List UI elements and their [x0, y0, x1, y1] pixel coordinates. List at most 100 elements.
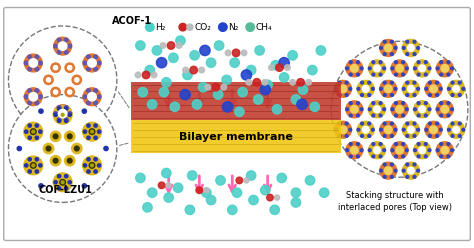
Ellipse shape: [57, 187, 61, 190]
Ellipse shape: [350, 105, 358, 113]
Ellipse shape: [187, 24, 193, 30]
Ellipse shape: [384, 126, 392, 133]
Ellipse shape: [345, 81, 348, 84]
Ellipse shape: [158, 182, 165, 188]
Ellipse shape: [50, 131, 61, 142]
Ellipse shape: [67, 158, 72, 163]
Ellipse shape: [246, 65, 256, 75]
Ellipse shape: [419, 147, 426, 154]
Ellipse shape: [94, 170, 97, 173]
Ellipse shape: [9, 26, 117, 134]
Ellipse shape: [357, 121, 374, 138]
Ellipse shape: [384, 44, 392, 52]
FancyBboxPatch shape: [4, 7, 470, 241]
Ellipse shape: [338, 135, 341, 137]
Ellipse shape: [417, 128, 419, 131]
Ellipse shape: [241, 50, 247, 56]
Ellipse shape: [246, 23, 255, 31]
Ellipse shape: [319, 188, 329, 197]
Ellipse shape: [440, 73, 443, 76]
Ellipse shape: [349, 143, 352, 145]
Ellipse shape: [183, 70, 192, 80]
Ellipse shape: [408, 167, 414, 174]
Ellipse shape: [60, 180, 65, 185]
Ellipse shape: [384, 85, 392, 93]
Ellipse shape: [54, 65, 58, 70]
Ellipse shape: [68, 181, 72, 184]
Ellipse shape: [379, 114, 382, 117]
Ellipse shape: [57, 50, 61, 54]
Ellipse shape: [179, 23, 187, 31]
Ellipse shape: [64, 106, 68, 109]
Ellipse shape: [414, 149, 416, 152]
Ellipse shape: [406, 81, 409, 84]
Ellipse shape: [349, 61, 352, 63]
Ellipse shape: [277, 173, 286, 183]
Ellipse shape: [32, 130, 35, 133]
Ellipse shape: [402, 162, 419, 179]
Ellipse shape: [380, 39, 397, 56]
Ellipse shape: [87, 101, 91, 105]
Ellipse shape: [190, 51, 199, 60]
Ellipse shape: [68, 90, 72, 94]
Ellipse shape: [61, 113, 64, 116]
Ellipse shape: [298, 85, 308, 94]
Ellipse shape: [430, 126, 438, 133]
Ellipse shape: [424, 114, 427, 117]
Ellipse shape: [402, 128, 405, 131]
Ellipse shape: [30, 129, 36, 134]
Ellipse shape: [391, 108, 394, 111]
Ellipse shape: [173, 183, 183, 192]
Ellipse shape: [413, 176, 416, 178]
Ellipse shape: [413, 122, 416, 125]
Ellipse shape: [97, 61, 101, 65]
Ellipse shape: [83, 54, 101, 72]
Ellipse shape: [413, 94, 416, 96]
Ellipse shape: [396, 105, 403, 113]
Ellipse shape: [270, 205, 279, 215]
Ellipse shape: [417, 47, 419, 49]
Ellipse shape: [391, 53, 393, 56]
Ellipse shape: [306, 80, 311, 85]
Ellipse shape: [57, 118, 61, 122]
Ellipse shape: [94, 101, 98, 105]
Ellipse shape: [356, 143, 359, 145]
Ellipse shape: [451, 81, 454, 84]
Ellipse shape: [58, 109, 67, 118]
Ellipse shape: [380, 128, 383, 131]
Ellipse shape: [439, 88, 442, 90]
Ellipse shape: [372, 88, 374, 90]
Ellipse shape: [192, 100, 201, 109]
Ellipse shape: [383, 53, 386, 56]
Ellipse shape: [396, 64, 403, 72]
Ellipse shape: [361, 94, 364, 96]
Ellipse shape: [60, 112, 65, 118]
Ellipse shape: [82, 156, 101, 175]
Ellipse shape: [232, 49, 240, 57]
Ellipse shape: [345, 135, 348, 137]
Ellipse shape: [447, 121, 465, 138]
Ellipse shape: [310, 102, 319, 112]
Ellipse shape: [136, 173, 145, 183]
Ellipse shape: [24, 61, 28, 65]
Ellipse shape: [458, 122, 461, 125]
Ellipse shape: [447, 155, 450, 158]
Ellipse shape: [230, 58, 239, 67]
Ellipse shape: [35, 89, 39, 93]
Ellipse shape: [24, 54, 42, 72]
Ellipse shape: [38, 95, 42, 99]
Ellipse shape: [269, 65, 274, 70]
Ellipse shape: [222, 75, 231, 85]
Ellipse shape: [368, 135, 371, 137]
Ellipse shape: [394, 169, 397, 172]
Ellipse shape: [453, 126, 459, 133]
Ellipse shape: [206, 195, 216, 205]
Ellipse shape: [28, 55, 32, 59]
Ellipse shape: [458, 94, 461, 96]
Ellipse shape: [383, 149, 385, 152]
Ellipse shape: [164, 193, 173, 202]
Ellipse shape: [424, 143, 427, 145]
Ellipse shape: [406, 135, 409, 137]
Ellipse shape: [225, 50, 231, 56]
Ellipse shape: [57, 106, 61, 109]
